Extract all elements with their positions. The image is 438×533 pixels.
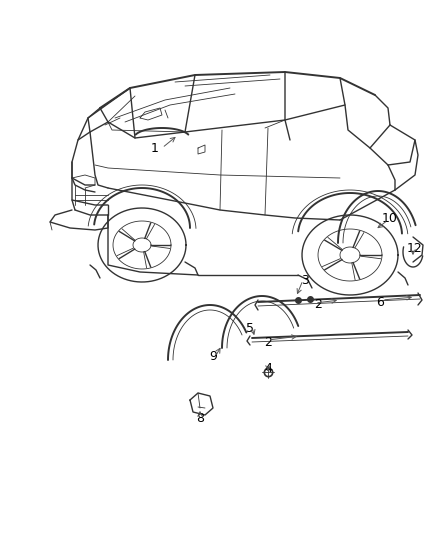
Text: 9: 9 xyxy=(209,351,217,364)
Text: 5: 5 xyxy=(246,321,254,335)
Text: 6: 6 xyxy=(376,295,384,309)
Text: 3: 3 xyxy=(301,274,309,287)
Text: 1: 1 xyxy=(151,141,159,155)
Text: 2: 2 xyxy=(264,335,272,349)
Text: 10: 10 xyxy=(382,212,398,224)
Text: 4: 4 xyxy=(264,361,272,375)
Text: 8: 8 xyxy=(196,411,204,424)
Text: 2: 2 xyxy=(314,298,322,311)
Text: 12: 12 xyxy=(407,241,423,254)
